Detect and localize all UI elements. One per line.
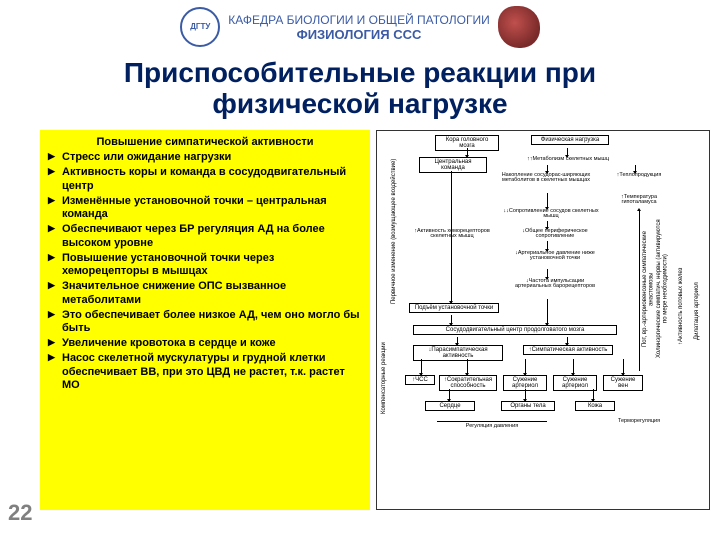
arrow bbox=[547, 193, 548, 209]
bullet-list: Стресс или ожидание нагрузки Активность … bbox=[48, 151, 362, 393]
arrow bbox=[567, 148, 568, 157]
list-item: Это обеспечивает более низкое АД, чем он… bbox=[48, 309, 362, 337]
highlight-panel: Повышение симпатической активности Стрес… bbox=[40, 130, 370, 510]
vlabel-r4: Дилатация артериол bbox=[694, 261, 701, 361]
arrow bbox=[547, 269, 548, 279]
arrow bbox=[573, 359, 574, 375]
slide-header: ДГТУ КАФЕДРА БИОЛОГИИ И ОБЩЕЙ ПАТОЛОГИИ … bbox=[0, 0, 720, 50]
arrow bbox=[547, 221, 548, 229]
node-baro: ↓Частота импульсации артериальных бароре… bbox=[507, 279, 603, 291]
arrow bbox=[593, 389, 594, 401]
node-central-command: Центральная команда bbox=[419, 157, 487, 174]
arrow bbox=[547, 299, 548, 325]
arrow bbox=[547, 165, 548, 173]
node-medulla: Сосудодвигательный центр продолговатого … bbox=[413, 325, 617, 335]
node-vessel-resist: ↓↓Сопротивление сосудов скелетных мышц bbox=[503, 209, 599, 221]
page-number: 22 bbox=[8, 500, 32, 526]
anatomy-icon bbox=[498, 6, 540, 48]
arrow bbox=[421, 359, 422, 375]
arrow bbox=[449, 389, 450, 401]
node-thermo: Терморегуляция bbox=[607, 419, 671, 425]
list-item: Изменённые установочной точки – централь… bbox=[48, 195, 362, 223]
list-item: Увеличение кровотока в сердце и коже bbox=[48, 337, 362, 351]
arrow bbox=[525, 389, 526, 401]
arrow bbox=[451, 171, 452, 303]
node-arterioles-2: Сужение артериол bbox=[553, 375, 597, 392]
department-name: КАФЕДРА БИОЛОГИИ И ОБЩЕЙ ПАТОЛОГИИ bbox=[228, 13, 489, 27]
arrow bbox=[467, 148, 468, 157]
arrow bbox=[623, 359, 624, 375]
list-item: Обеспечивают через БР регуляция АД на бо… bbox=[48, 223, 362, 251]
arrow bbox=[639, 211, 640, 371]
node-art-press: ↓Артериальное давление ниже установочной… bbox=[507, 251, 603, 263]
list-item: Повышение установочной точки через хемор… bbox=[48, 252, 362, 280]
panel-heading: Повышение симпатической активности bbox=[48, 136, 362, 150]
vlabel-primary: Первичное изменение (возмущающее воздейс… bbox=[391, 151, 398, 311]
list-item: Насос скелетной мускулатуры и грудной кл… bbox=[48, 352, 362, 393]
list-item: Значительное снижение ОПС вызванное мета… bbox=[48, 280, 362, 308]
node-ops: ↓Общее периферическое сопротивление bbox=[509, 229, 601, 241]
arrow bbox=[567, 337, 568, 345]
arrow bbox=[451, 315, 452, 325]
arrow bbox=[467, 359, 468, 375]
node-temp: ↑Температура гипоталамуса bbox=[609, 195, 669, 207]
node-skin: Кожа bbox=[575, 401, 615, 411]
arrow bbox=[525, 359, 526, 375]
list-item: Активность коры и команда в сосудодвигат… bbox=[48, 166, 362, 194]
vlabel-r1: Пот, вр.-артериовенозные симпатические а… bbox=[642, 219, 655, 359]
label-bp-reg: Регуляция давления bbox=[437, 421, 547, 430]
arrow bbox=[547, 241, 548, 251]
node-exercise: Физическая нагрузка bbox=[531, 135, 609, 145]
arrow bbox=[635, 165, 636, 173]
flowchart-diagram: Кора головного мозга Физическая нагрузка… bbox=[376, 130, 710, 510]
list-item: Стресс или ожидание нагрузки bbox=[48, 151, 362, 165]
vlabel-r3: ↑Активность потовых желез bbox=[678, 251, 685, 361]
node-setpoint: Подъём установочной точки bbox=[409, 303, 499, 313]
course-name: ФИЗИОЛОГИЯ ССС bbox=[228, 27, 489, 42]
header-text-block: КАФЕДРА БИОЛОГИИ И ОБЩЕЙ ПАТОЛОГИИ ФИЗИО… bbox=[228, 13, 489, 42]
vlabel-r2: Холинэргические симпатич. нервы (активир… bbox=[656, 219, 669, 359]
node-chemo: ↑Активность хеморецепторов скелетных мыш… bbox=[413, 229, 491, 241]
content-row: Повышение симпатической активности Стрес… bbox=[0, 130, 720, 510]
slide-title: Приспособительные реакции при физической… bbox=[40, 58, 680, 120]
vlabel-compensatory: Компенсаторные реакции bbox=[381, 331, 388, 425]
university-logo: ДГТУ bbox=[180, 7, 220, 47]
node-organs: Органы тела bbox=[501, 401, 555, 411]
arrow bbox=[457, 337, 458, 345]
node-heat: ↑Теплопродукция bbox=[609, 173, 669, 179]
